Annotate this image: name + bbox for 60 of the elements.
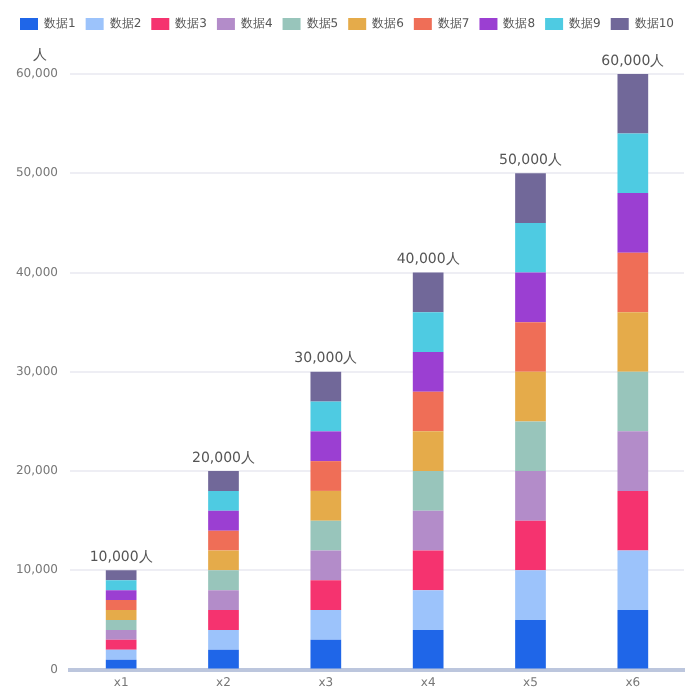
bar — [208, 629, 239, 650]
bar — [310, 520, 342, 551]
bar — [412, 510, 444, 551]
bar — [105, 580, 137, 591]
bar — [515, 520, 546, 571]
bar — [617, 490, 649, 551]
bar — [208, 610, 239, 630]
bar — [515, 272, 546, 323]
bar — [515, 371, 546, 422]
bar — [208, 471, 239, 491]
bar — [617, 371, 649, 432]
bar — [105, 629, 137, 640]
bar — [310, 639, 342, 669]
bar — [412, 351, 444, 392]
bar — [515, 471, 546, 521]
bar — [208, 649, 239, 669]
bar — [310, 580, 342, 611]
bar — [310, 610, 342, 640]
bar — [412, 590, 444, 630]
bar — [515, 173, 546, 223]
bar — [412, 431, 444, 472]
bar — [208, 530, 239, 551]
bar — [412, 550, 444, 591]
bar — [617, 74, 649, 134]
bar — [617, 252, 649, 313]
bar — [412, 471, 444, 511]
bar — [105, 590, 137, 601]
bar — [617, 550, 649, 611]
bar — [105, 649, 137, 660]
bar — [310, 431, 342, 462]
bar — [208, 590, 239, 611]
bar — [208, 550, 239, 571]
bar — [310, 401, 342, 432]
bar — [617, 312, 649, 372]
bar — [105, 659, 137, 669]
bar — [105, 610, 137, 620]
bar — [208, 510, 239, 531]
bar — [208, 490, 239, 511]
bar — [515, 322, 546, 372]
bar — [617, 133, 649, 194]
bar — [310, 490, 342, 521]
bar — [515, 619, 546, 669]
bar — [412, 312, 444, 352]
bar — [617, 193, 649, 253]
bar — [617, 431, 649, 491]
bar — [310, 371, 342, 402]
bar — [515, 222, 546, 273]
bar — [515, 421, 546, 472]
bar — [617, 610, 649, 669]
bar — [515, 570, 546, 620]
bar — [105, 570, 137, 581]
bar — [412, 272, 444, 313]
bar — [412, 391, 444, 432]
bar — [412, 629, 444, 669]
bar — [105, 619, 137, 630]
bar — [105, 639, 137, 650]
bar — [208, 570, 239, 591]
bar — [105, 600, 137, 611]
bar — [310, 461, 342, 491]
bar — [310, 550, 342, 581]
